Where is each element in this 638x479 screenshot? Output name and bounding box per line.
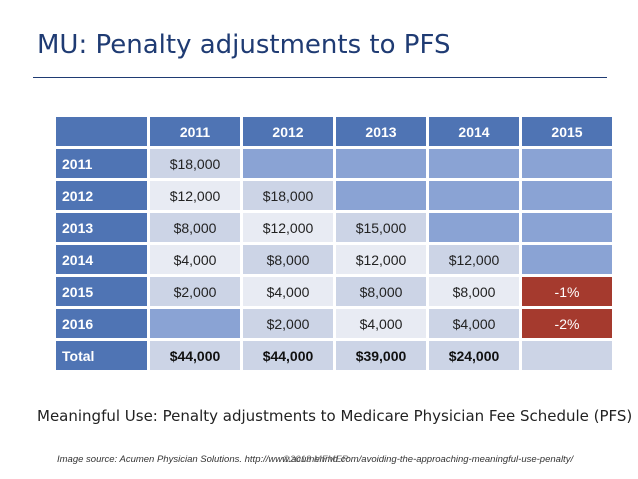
- table-cell: [336, 149, 426, 178]
- table-cell: -1%: [522, 277, 612, 306]
- column-header: 2015: [522, 117, 612, 146]
- total-cell: $39,000: [336, 341, 426, 370]
- table-cell: $12,000: [243, 213, 333, 242]
- row-header: Total: [56, 341, 147, 370]
- row-header: 2012: [56, 181, 147, 210]
- total-cell: $24,000: [429, 341, 519, 370]
- table-cell: $2,000: [243, 309, 333, 338]
- row-header: 2016: [56, 309, 147, 338]
- table-cell: [522, 149, 612, 178]
- table-cell: [522, 213, 612, 242]
- total-cell: $44,000: [150, 341, 240, 370]
- table-cell: [429, 149, 519, 178]
- table-total-row: Total $44,000 $44,000 $39,000 $24,000: [56, 341, 612, 370]
- table-cell: $15,000: [336, 213, 426, 242]
- table-row: 2016 $2,000 $4,000 $4,000 -2%: [56, 309, 612, 338]
- table-cell: [522, 245, 612, 274]
- column-header: 2014: [429, 117, 519, 146]
- table-cell: $4,000: [336, 309, 426, 338]
- table-cell: $8,000: [150, 213, 240, 242]
- table-cell: [429, 181, 519, 210]
- table-cell: $18,000: [243, 181, 333, 210]
- table-cell: $2,000: [150, 277, 240, 306]
- table-cell: $4,000: [243, 277, 333, 306]
- table-cell: [522, 181, 612, 210]
- copyright-watermark: ©2013 MFMER: [283, 454, 349, 465]
- table-row: 2013 $8,000 $12,000 $15,000: [56, 213, 612, 242]
- table-cell: $12,000: [150, 181, 240, 210]
- slide-caption: Meaningful Use: Penalty adjustments to M…: [37, 407, 633, 425]
- table-row: 2015 $2,000 $4,000 $8,000 $8,000 -1%: [56, 277, 612, 306]
- table-cell: $8,000: [336, 277, 426, 306]
- column-header: 2011: [150, 117, 240, 146]
- table-row: 2011 $18,000: [56, 149, 612, 178]
- table-corner-cell: [56, 117, 147, 146]
- table-cell: $4,000: [429, 309, 519, 338]
- table-row: 2014 $4,000 $8,000 $12,000 $12,000: [56, 245, 612, 274]
- table-header-row: 2011 2012 2013 2014 2015: [56, 117, 612, 146]
- row-header: 2011: [56, 149, 147, 178]
- image-source-note: Image source: Acumen Physician Solutions…: [57, 454, 574, 465]
- penalty-table: 2011 2012 2013 2014 2015 2011 $18,000 2012…: [53, 114, 615, 373]
- slide-title: MU: Penalty adjustments to PFS: [37, 30, 451, 60]
- table-cell: $8,000: [243, 245, 333, 274]
- table-cell: $18,000: [150, 149, 240, 178]
- total-cell: $44,000: [243, 341, 333, 370]
- column-header: 2013: [336, 117, 426, 146]
- column-header: 2012: [243, 117, 333, 146]
- table-cell: [336, 181, 426, 210]
- table-cell: $12,000: [429, 245, 519, 274]
- table-cell: [150, 309, 240, 338]
- table-cell: [243, 149, 333, 178]
- title-divider: [33, 77, 607, 78]
- table-cell: $8,000: [429, 277, 519, 306]
- row-header: 2014: [56, 245, 147, 274]
- row-header: 2015: [56, 277, 147, 306]
- table-cell: $4,000: [150, 245, 240, 274]
- table-cell: -2%: [522, 309, 612, 338]
- table-cell: $12,000: [336, 245, 426, 274]
- row-header: 2013: [56, 213, 147, 242]
- table-cell: [429, 213, 519, 242]
- total-cell: [522, 341, 612, 370]
- table-row: 2012 $12,000 $18,000: [56, 181, 612, 210]
